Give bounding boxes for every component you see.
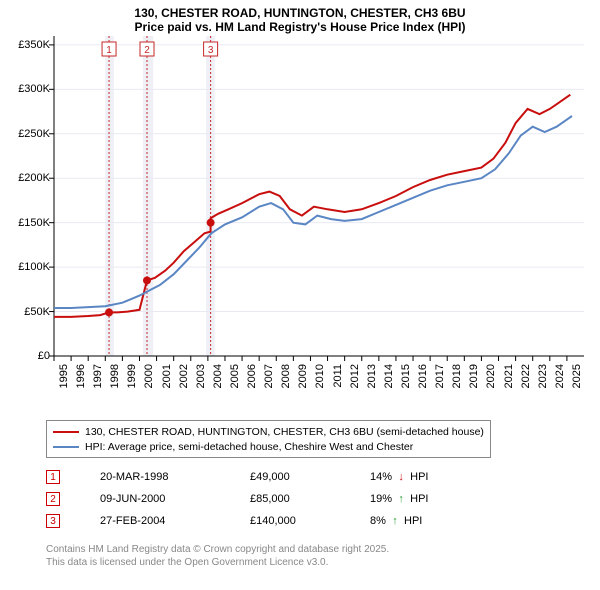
y-tick-label: £50K [24, 306, 50, 318]
transaction-date: 27-FEB-2004 [100, 515, 250, 527]
x-tick-label: 2025 [571, 364, 583, 404]
transaction-price: £49,000 [250, 471, 370, 483]
transaction-row: 1 20-MAR-1998£49,00014% ↓ HPI [46, 466, 428, 488]
plot-area: 1 2 3 [54, 36, 584, 356]
transaction-row: 3 27-FEB-2004£140,0008% ↑ HPI [46, 510, 428, 532]
x-tick-label: 2009 [297, 364, 309, 404]
y-tick-label: £350K [18, 39, 50, 51]
title-line-1: 130, CHESTER ROAD, HUNTINGTON, CHESTER, … [0, 6, 600, 20]
svg-text:3: 3 [208, 45, 214, 56]
transaction-pct: 8% ↑ HPI [370, 515, 422, 527]
x-tick-label: 2021 [503, 364, 515, 404]
x-tick-label: 2014 [383, 364, 395, 404]
transaction-marker-number: 1 [46, 470, 60, 484]
transaction-row: 2 09-JUN-2000£85,00019% ↑ HPI [46, 488, 428, 510]
x-tick-label: 2011 [332, 364, 344, 404]
arrow-icon: ↑ [389, 515, 401, 527]
y-tick-label: £150K [18, 217, 50, 229]
x-tick-label: 2006 [246, 364, 258, 404]
chart-area: 1 2 3 £0 £50K £100K £150K £200K £250K £300K £350K… [10, 36, 590, 406]
x-tick-label: 1998 [109, 364, 121, 404]
y-tick-label: £0 [38, 350, 50, 362]
x-tick-label: 2023 [537, 364, 549, 404]
transaction-price: £85,000 [250, 493, 370, 505]
x-tick-label: 2001 [161, 364, 173, 404]
transaction-price: £140,000 [250, 515, 370, 527]
legend: 130, CHESTER ROAD, HUNTINGTON, CHESTER, … [46, 420, 491, 458]
transaction-pct: 14% ↓ HPI [370, 471, 428, 483]
x-tick-label: 2013 [366, 364, 378, 404]
footer-attribution: Contains HM Land Registry data © Crown c… [46, 544, 389, 569]
x-tick-label: 2002 [178, 364, 190, 404]
y-tick-label: £100K [18, 261, 50, 273]
footer-line-2: This data is licensed under the Open Gov… [46, 557, 389, 570]
x-tick-label: 2024 [554, 364, 566, 404]
x-tick-label: 2016 [417, 364, 429, 404]
y-tick-label: £200K [18, 172, 50, 184]
x-tick-label: 2005 [229, 364, 241, 404]
x-tick-label: 2019 [468, 364, 480, 404]
title-line-2: Price paid vs. HM Land Registry's House … [0, 20, 600, 34]
legend-label: HPI: Average price, semi-detached house,… [85, 441, 413, 453]
x-tick-label: 2010 [314, 364, 326, 404]
transaction-date: 20-MAR-1998 [100, 471, 250, 483]
legend-swatch [53, 431, 79, 433]
arrow-icon: ↑ [395, 493, 407, 505]
legend-item: 130, CHESTER ROAD, HUNTINGTON, CHESTER, … [53, 424, 484, 439]
legend-item: HPI: Average price, semi-detached house,… [53, 439, 484, 454]
legend-label: 130, CHESTER ROAD, HUNTINGTON, CHESTER, … [85, 426, 484, 438]
x-tick-label: 1996 [75, 364, 87, 404]
transaction-marker-number: 2 [46, 492, 60, 506]
transaction-pct: 19% ↑ HPI [370, 493, 428, 505]
chart-title: 130, CHESTER ROAD, HUNTINGTON, CHESTER, … [0, 0, 600, 36]
y-tick-label: £300K [18, 83, 50, 95]
x-tick-label: 2000 [143, 364, 155, 404]
x-tick-label: 2004 [212, 364, 224, 404]
x-tick-label: 2007 [263, 364, 275, 404]
svg-text:2: 2 [144, 45, 150, 56]
arrow-icon: ↓ [395, 471, 407, 483]
x-tick-label: 2022 [520, 364, 532, 404]
x-tick-label: 2015 [400, 364, 412, 404]
x-tick-label: 2018 [451, 364, 463, 404]
x-tick-label: 2008 [280, 364, 292, 404]
x-tick-label: 2020 [485, 364, 497, 404]
svg-text:1: 1 [106, 45, 112, 56]
x-tick-label: 1997 [92, 364, 104, 404]
x-tick-label: 1999 [126, 364, 138, 404]
transaction-date: 09-JUN-2000 [100, 493, 250, 505]
x-tick-label: 1995 [58, 364, 70, 404]
transactions-table: 1 20-MAR-1998£49,00014% ↓ HPI 2 09-JUN-2000… [46, 466, 428, 532]
transaction-marker-number: 3 [46, 514, 60, 528]
footer-line-1: Contains HM Land Registry data © Crown c… [46, 544, 389, 557]
x-tick-label: 2003 [195, 364, 207, 404]
x-tick-label: 2012 [349, 364, 361, 404]
x-tick-label: 2017 [434, 364, 446, 404]
y-tick-label: £250K [18, 128, 50, 140]
legend-swatch [53, 446, 79, 448]
